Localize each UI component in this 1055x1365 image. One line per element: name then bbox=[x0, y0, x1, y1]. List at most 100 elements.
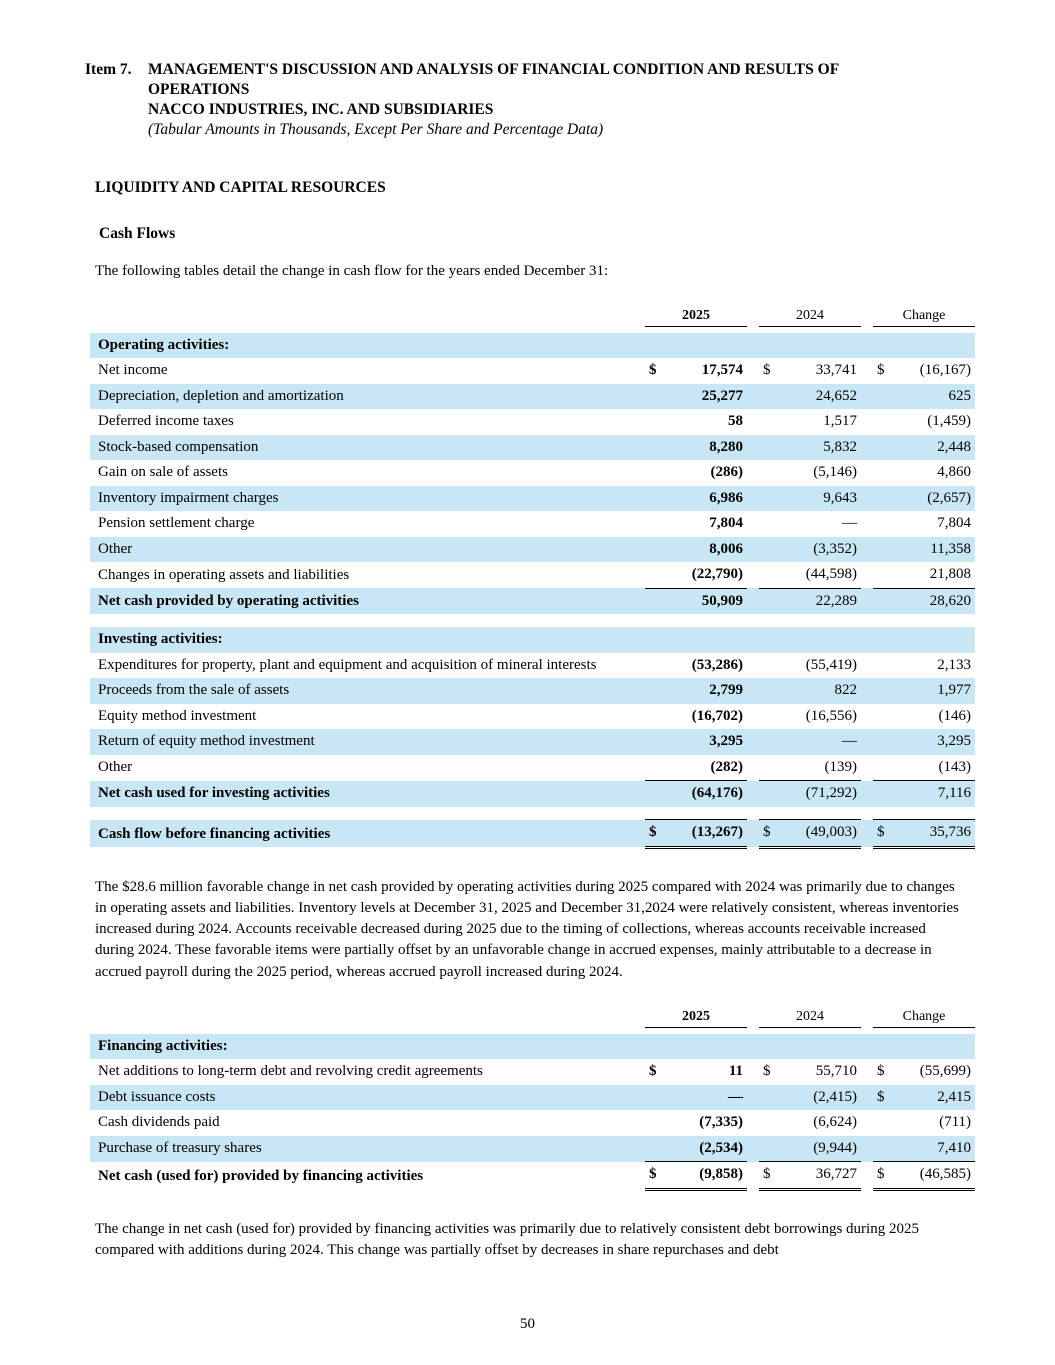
table-row: Other (282) (139) (143) bbox=[90, 755, 975, 781]
column-gap-cell bbox=[747, 1059, 759, 1085]
spacer-row bbox=[90, 614, 975, 627]
value-cell: 33,741 bbox=[815, 362, 857, 379]
column-gap-cell bbox=[861, 780, 873, 807]
column-gap-cell bbox=[861, 485, 873, 512]
value-cell: 55,710 bbox=[815, 1063, 857, 1080]
row-label: Deferred income taxes bbox=[98, 413, 234, 430]
table-row: Net cash provided by operating activitie… bbox=[90, 587, 976, 615]
column-gap-cell bbox=[861, 678, 873, 704]
dollar-sign-cell bbox=[759, 1135, 779, 1162]
row-label: Equity method investment bbox=[98, 707, 257, 724]
dollar-sign-cell bbox=[645, 434, 665, 461]
value-cell: (55,419) bbox=[805, 656, 857, 673]
dollar-sign-cell bbox=[759, 780, 779, 807]
dollar-sign-cell: $ bbox=[649, 1063, 657, 1080]
column-gap-cell bbox=[861, 434, 873, 461]
dollar-sign-cell bbox=[873, 587, 893, 615]
dollar-sign-cell: $ bbox=[759, 1161, 779, 1191]
table-row: Stock-based compensation 8,280 5,832 2,448 bbox=[90, 434, 976, 461]
row-label: Net additions to long-term debt and revo… bbox=[98, 1063, 483, 1080]
row-label: Proceeds from the sale of assets bbox=[90, 678, 645, 704]
column-gap-cell bbox=[861, 460, 873, 486]
column-gap-cell bbox=[747, 485, 759, 512]
row-label: Net cash (used for) provided by financin… bbox=[98, 1167, 424, 1184]
dollar-sign-cell bbox=[873, 511, 893, 537]
value-cell: 2,415 bbox=[893, 1084, 976, 1111]
column-gap-cell bbox=[861, 1005, 873, 1028]
dollar-sign-cell bbox=[873, 434, 893, 461]
value-cell: (9,858) bbox=[665, 1161, 747, 1191]
column-gap-cell bbox=[861, 1135, 873, 1162]
column-gap-cell bbox=[861, 358, 873, 384]
table-row: Deferred income taxes 58 1,517 (1,459) bbox=[90, 409, 975, 435]
column-gap-cell bbox=[861, 1059, 873, 1085]
column-gap-cell bbox=[861, 653, 873, 679]
row-label: Cash dividends paid bbox=[98, 1114, 220, 1131]
dollar-sign-cell bbox=[645, 460, 665, 486]
value-cell: (146) bbox=[938, 707, 972, 724]
value-cell: 36,727 bbox=[779, 1161, 861, 1191]
value-cell: 50,909 bbox=[665, 587, 747, 615]
column-gap-cell bbox=[861, 409, 873, 435]
dollar-sign-cell bbox=[645, 1135, 665, 1162]
value-cell: 625 bbox=[893, 383, 976, 410]
dollar-sign-cell bbox=[759, 653, 779, 679]
dollar-sign-cell: $ bbox=[873, 1161, 893, 1191]
dollar-sign-cell bbox=[873, 536, 893, 563]
value-cell: (64,176) bbox=[665, 780, 747, 807]
column-gap-cell bbox=[747, 588, 759, 615]
value-cell: (143) bbox=[938, 758, 972, 775]
value-cell: (9,944) bbox=[779, 1135, 861, 1162]
row-label: Stock-based compensation bbox=[90, 434, 645, 461]
value-cell: 8,280 bbox=[665, 434, 747, 461]
value-cell: (282) bbox=[710, 758, 744, 775]
dollar-sign-cell bbox=[759, 678, 779, 704]
column-gap-cell bbox=[861, 511, 873, 537]
row-label: Expenditures for property, plant and equ… bbox=[98, 656, 597, 673]
column-gap-cell bbox=[747, 304, 759, 327]
row-label: Pension settlement charge bbox=[98, 515, 255, 532]
column-gap-cell bbox=[861, 704, 873, 730]
column-gap-cell bbox=[747, 704, 759, 730]
row-label: Other bbox=[98, 759, 133, 776]
operating-investing-cash-flow-table: 2025 2024 Change Operating activities: Net i… bbox=[90, 303, 976, 849]
year-column-header: 2025 bbox=[645, 1005, 747, 1029]
dollar-sign-cell bbox=[645, 485, 665, 512]
table-row: Net cash used for investing activities (6… bbox=[90, 780, 976, 807]
dollar-sign-cell bbox=[645, 729, 665, 755]
value-cell: (49,003) bbox=[779, 819, 861, 849]
document-title: MANAGEMENT'S DISCUSSION AND ANALYSIS OF … bbox=[148, 61, 839, 99]
value-cell: (1,459) bbox=[927, 413, 972, 430]
dollar-sign-cell bbox=[645, 1110, 665, 1136]
value-cell: (55,699) bbox=[919, 1063, 972, 1080]
dollar-sign-cell bbox=[759, 383, 779, 410]
column-gap-cell bbox=[861, 383, 873, 410]
dollar-sign-cell: $ bbox=[873, 1084, 893, 1111]
dollar-sign-cell bbox=[645, 755, 665, 781]
column-gap-cell bbox=[747, 434, 759, 461]
row-label: Inventory impairment charges bbox=[90, 485, 645, 512]
column-gap-cell bbox=[747, 383, 759, 410]
dollar-sign-cell bbox=[645, 536, 665, 563]
table-row: Changes in operating assets and liabilit… bbox=[90, 562, 975, 588]
table-row: Expenditures for property, plant and equ… bbox=[90, 653, 975, 679]
value-cell: (7,335) bbox=[699, 1114, 743, 1131]
tabular-amounts-note: (Tabular Amounts in Thousands, Except Pe… bbox=[148, 121, 604, 139]
dollar-sign-cell bbox=[645, 562, 665, 588]
column-gap-cell bbox=[747, 562, 759, 588]
dollar-sign-cell bbox=[873, 704, 893, 730]
column-gap-cell bbox=[747, 1084, 759, 1111]
table-row: Net cash (used for) provided by financin… bbox=[90, 1161, 976, 1191]
column-gap-cell bbox=[747, 653, 759, 679]
dollar-sign-cell bbox=[759, 755, 779, 781]
column-gap-cell bbox=[861, 304, 873, 327]
value-cell: (71,292) bbox=[779, 780, 861, 807]
value-cell: 3,295 bbox=[665, 729, 747, 755]
table-row: Gain on sale of assets (286) (5,146) 4,860 bbox=[90, 460, 975, 486]
value-cell: 2,133 bbox=[937, 656, 972, 673]
section-header-row: Investing activities: bbox=[90, 627, 976, 653]
dollar-sign-cell: $ bbox=[873, 819, 893, 849]
dollar-sign-cell bbox=[759, 485, 779, 512]
dollar-sign-cell: $ bbox=[763, 362, 771, 379]
value-cell: 35,736 bbox=[893, 819, 976, 849]
